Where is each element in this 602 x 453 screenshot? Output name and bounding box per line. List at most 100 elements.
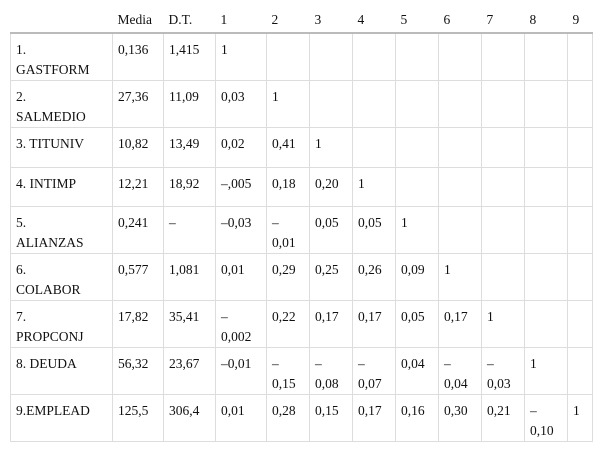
- empty-cell: [395, 32, 439, 81]
- empty-cell: [524, 253, 568, 301]
- empty-cell: [438, 32, 482, 81]
- empty-cell: [438, 80, 482, 128]
- table-row: 4. INTIMP 12,21 18,92 –,005 0,18 0,20 1: [10, 166, 593, 207]
- header-cell: 9: [567, 8, 593, 34]
- table-row: 3. TITUNIV 10,82 13,49 0,02 0,41 1: [10, 127, 593, 168]
- cell: – 0,10: [524, 394, 568, 442]
- cell: 1: [309, 127, 353, 168]
- empty-cell: [481, 166, 525, 207]
- row-label: 2. SALMEDIO: [10, 80, 113, 128]
- header-cell: 4: [352, 8, 396, 34]
- cell: 1: [395, 206, 439, 254]
- cell: 0,05: [309, 206, 353, 254]
- cell: 0,29: [266, 253, 310, 301]
- cell: 1,415: [163, 32, 216, 81]
- cell: 10,82: [112, 127, 164, 168]
- cell: –0,01: [215, 347, 267, 395]
- cell: 0,17: [309, 300, 353, 348]
- cell: 0,01: [215, 253, 267, 301]
- header-cell: 5: [395, 8, 439, 34]
- header-cell: 1: [215, 8, 267, 34]
- cell: 0,41: [266, 127, 310, 168]
- cell: –,005: [215, 166, 267, 207]
- cell: – 0,15: [266, 347, 310, 395]
- empty-cell: [524, 166, 568, 207]
- empty-cell: [395, 166, 439, 207]
- row-label: 3. TITUNIV: [10, 127, 113, 168]
- empty-cell: [567, 166, 593, 207]
- cell: 0,01: [215, 394, 267, 442]
- corner-cell: [10, 8, 113, 34]
- cell: 0,22: [266, 300, 310, 348]
- cell: 0,18: [266, 166, 310, 207]
- cell: 0,16: [395, 394, 439, 442]
- cell: 1: [266, 80, 310, 128]
- empty-cell: [524, 80, 568, 128]
- cell: 12,21: [112, 166, 164, 207]
- cell: 0,17: [352, 394, 396, 442]
- cell: 125,5: [112, 394, 164, 442]
- empty-cell: [567, 127, 593, 168]
- cell: 0,20: [309, 166, 353, 207]
- empty-cell: [567, 300, 593, 348]
- empty-cell: [438, 127, 482, 168]
- cell: – 0,04: [438, 347, 482, 395]
- header-cell: 6: [438, 8, 482, 34]
- cell: 13,49: [163, 127, 216, 168]
- header-cell: Media: [112, 8, 164, 34]
- cell: –0,03: [215, 206, 267, 254]
- header-cell: 3: [309, 8, 353, 34]
- header-cell: D.T.: [163, 8, 216, 34]
- empty-cell: [524, 206, 568, 254]
- cell: 56,32: [112, 347, 164, 395]
- cell: 17,82: [112, 300, 164, 348]
- empty-cell: [567, 32, 593, 81]
- empty-cell: [524, 300, 568, 348]
- cell: 1: [481, 300, 525, 348]
- empty-cell: [352, 32, 396, 81]
- cell: 35,41: [163, 300, 216, 348]
- row-label: 4. INTIMP: [10, 166, 113, 207]
- cell: 0,136: [112, 32, 164, 81]
- header-cell: 2: [266, 8, 310, 34]
- empty-cell: [309, 32, 353, 81]
- header-cell: 7: [481, 8, 525, 34]
- table-row: 7. PROPCONJ 17,82 35,41– 0,002 0,22 0,17 0,17…: [10, 300, 593, 348]
- cell: 0,241: [112, 206, 164, 254]
- cell: 0,17: [352, 300, 396, 348]
- cell: 0,25: [309, 253, 353, 301]
- cell: 11,09: [163, 80, 216, 128]
- empty-cell: [524, 127, 568, 168]
- empty-cell: [567, 206, 593, 254]
- empty-cell: [438, 206, 482, 254]
- cell: 0,03: [215, 80, 267, 128]
- table-container: Media D.T. 1 2 3 4 5 6 7 8 9 1. GASTFORM 0,136 1,415…: [10, 8, 593, 442]
- empty-cell: [309, 80, 353, 128]
- table-head: Media D.T. 1 2 3 4 5 6 7 8 9: [10, 8, 593, 34]
- cell: 306,4: [163, 394, 216, 442]
- empty-cell: [438, 166, 482, 207]
- empty-cell: [567, 253, 593, 301]
- empty-cell: [395, 127, 439, 168]
- cell: 0,09: [395, 253, 439, 301]
- cell: 1: [438, 253, 482, 301]
- cell: 1,081: [163, 253, 216, 301]
- cell: 0,21: [481, 394, 525, 442]
- cell: 27,36: [112, 80, 164, 128]
- cell: – 0,01: [266, 206, 310, 254]
- row-label: 7. PROPCONJ: [10, 300, 113, 348]
- empty-cell: [266, 32, 310, 81]
- empty-cell: [481, 206, 525, 254]
- cell: 0,15: [309, 394, 353, 442]
- table-body: 1. GASTFORM 0,136 1,415 1 2. SALMEDIO 27,36 11…: [10, 32, 593, 442]
- empty-cell: [481, 253, 525, 301]
- empty-cell: [524, 32, 568, 81]
- cell: 1: [215, 32, 267, 81]
- cell: 0,05: [352, 206, 396, 254]
- cell: 18,92: [163, 166, 216, 207]
- table-row: 8. DEUDA 56,32 23,67 –0,01– 0,15– 0,08– 0,0…: [10, 347, 593, 395]
- cell: 0,04: [395, 347, 439, 395]
- row-label: 1. GASTFORM: [10, 32, 113, 81]
- cell: 0,577: [112, 253, 164, 301]
- cell: – 0,03: [481, 347, 525, 395]
